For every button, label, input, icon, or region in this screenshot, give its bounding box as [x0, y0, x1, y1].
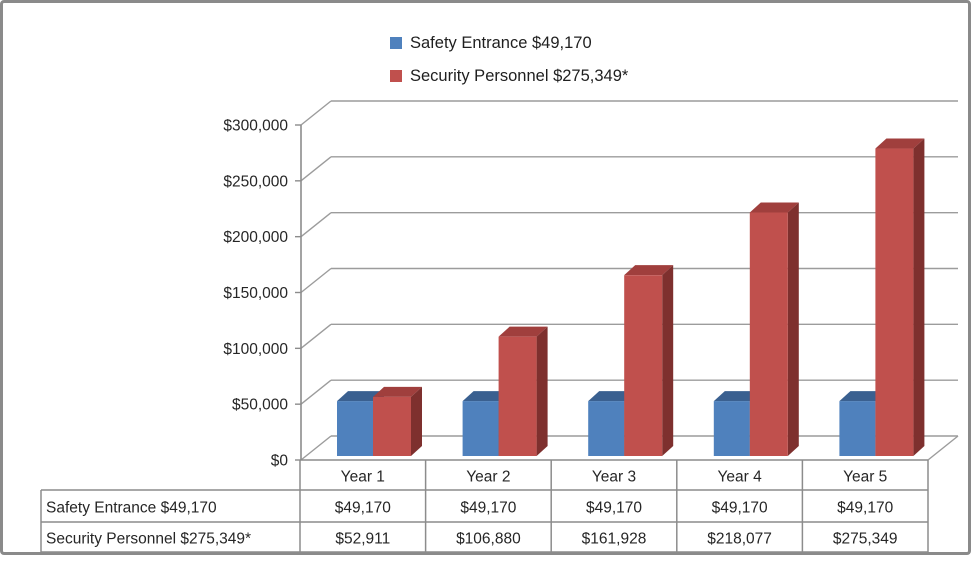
table-row-label-security-personnel: Security Personnel $275,349*: [46, 531, 251, 548]
bar-top-face: [875, 138, 925, 149]
bar-front-face: [875, 148, 914, 456]
y-axis-label: $150,000: [223, 285, 288, 302]
bar-top-face: [839, 391, 887, 402]
y-axis-label: $0: [271, 453, 289, 470]
bar-top-face: [462, 391, 510, 402]
depth-line: [300, 379, 332, 405]
table-cell-safety-entrance: $49,170: [712, 500, 768, 517]
y-axis-label: $50,000: [232, 397, 288, 414]
table-cell-safety-entrance: $49,170: [460, 500, 516, 517]
table-cell-security-personnel: $275,349: [833, 531, 898, 548]
legend-key-safety-entrance-icon: [390, 37, 402, 49]
table-cell-security-personnel: $106,880: [456, 531, 521, 548]
table-cell-security-personnel: $161,928: [582, 531, 647, 548]
depth-line: [300, 100, 332, 126]
legend-label-safety-entrance: Safety Entrance $49,170: [410, 33, 592, 52]
bar-front-face: [498, 336, 537, 456]
table-cell-safety-entrance: $49,170: [335, 500, 391, 517]
table-cell-security-personnel: $52,911: [335, 531, 390, 548]
table-header-year-3: Year 3: [592, 469, 636, 486]
table-header-year-5: Year 5: [843, 469, 887, 486]
bar-side-face: [411, 386, 422, 456]
legend-key-security-personnel-icon: [390, 70, 402, 82]
bar-top-face: [373, 386, 422, 397]
bar-front-face: [588, 401, 625, 456]
legend-item-safety-entrance: Safety Entrance $49,170: [390, 33, 628, 53]
depth-line: [300, 435, 332, 461]
table-cell-security-personnel: $218,077: [707, 531, 772, 548]
bar-security-personnel-year-2: [498, 326, 548, 456]
y-axis-label: $200,000: [223, 229, 288, 246]
depth-line: [300, 156, 332, 182]
bar-security-personnel-year-3: [624, 265, 674, 456]
table-cell-safety-entrance: $49,170: [586, 500, 642, 517]
bar-side-face: [662, 265, 674, 456]
table-header-year-2: Year 2: [466, 469, 510, 486]
bar-front-face: [373, 396, 411, 456]
bar-top-face: [624, 265, 674, 276]
bar-front-face: [749, 212, 788, 456]
bar-top-face: [749, 202, 799, 213]
table-header-year-1: Year 1: [341, 469, 385, 486]
y-axis-label: $100,000: [223, 341, 288, 358]
bar-security-personnel-year-5: [875, 138, 925, 456]
bar-side-face: [787, 202, 799, 456]
bar-front-face: [462, 401, 499, 456]
bar-security-personnel-year-1: [373, 386, 422, 456]
bar-side-face: [913, 138, 925, 456]
table-header-year-4: Year 4: [717, 469, 762, 486]
table-row-label-safety-entrance: Safety Entrance $49,170: [46, 500, 217, 517]
depth-line: [300, 323, 332, 349]
bar-top-face: [588, 391, 636, 402]
legend-label-security-personnel: Security Personnel $275,349*: [410, 66, 629, 85]
legend-item-security-personnel: Security Personnel $275,349*: [390, 66, 628, 86]
y-axis-label: $250,000: [223, 173, 288, 190]
bar-security-personnel-year-4: [749, 202, 799, 456]
depth-line: [300, 212, 332, 238]
bar-side-face: [536, 326, 548, 456]
bar-front-face: [713, 401, 750, 456]
table-cell-safety-entrance: $49,170: [837, 500, 893, 517]
bar-front-face: [337, 401, 373, 456]
y-axis-label: $300,000: [223, 118, 288, 135]
bar-front-face: [839, 401, 876, 456]
bar-front-face: [624, 275, 663, 456]
depth-line: [300, 267, 332, 294]
floor-right-edge: [927, 435, 959, 461]
bar-top-face: [337, 391, 384, 402]
chart-legend: Safety Entrance $49,170 Security Personn…: [390, 33, 628, 99]
bar-top-face: [498, 326, 548, 337]
bar-top-face: [713, 391, 761, 402]
